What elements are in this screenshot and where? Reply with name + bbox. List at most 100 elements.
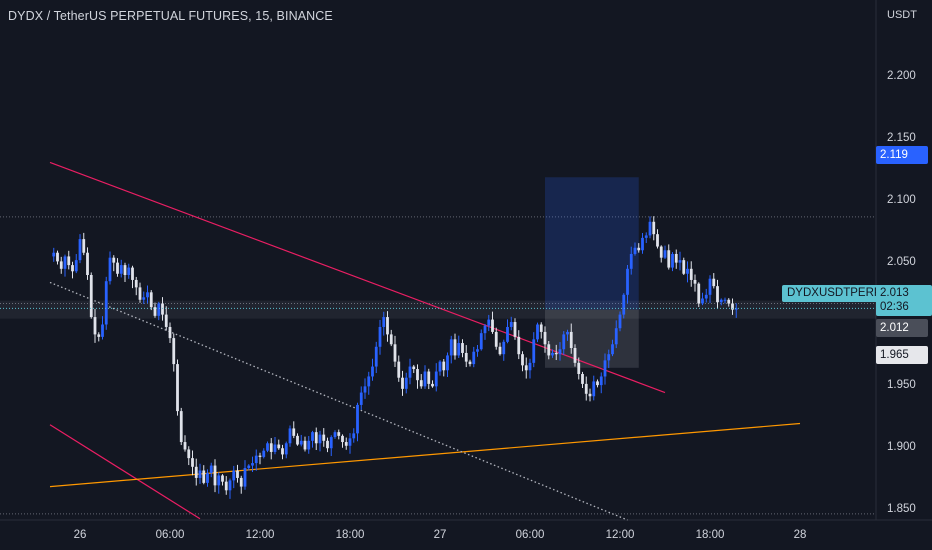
candle — [89, 275, 93, 318]
candle — [622, 294, 626, 315]
candle — [603, 360, 607, 377]
current-price-value: 2.013 — [880, 287, 909, 299]
candle — [262, 450, 266, 457]
trendline-red-1 — [49, 424, 201, 520]
stop-zone — [545, 309, 639, 368]
candle — [483, 325, 487, 334]
candle — [701, 298, 704, 304]
candle — [446, 355, 449, 371]
candle — [513, 322, 517, 337]
candle — [599, 376, 603, 386]
candle — [592, 381, 596, 397]
stop-price-badge: 1.965 — [876, 346, 928, 364]
candle — [449, 339, 453, 356]
candle — [611, 344, 614, 355]
current-price-tag: 2.013 02:36 — [876, 285, 932, 316]
y-tick-label: 1.900 — [887, 441, 916, 454]
candle — [659, 246, 663, 258]
candle — [731, 303, 734, 310]
candle — [468, 361, 472, 365]
candle — [686, 268, 689, 274]
y-tick-label: 2.050 — [887, 255, 916, 268]
candle — [524, 365, 528, 371]
candle — [734, 308, 738, 310]
candle — [438, 361, 442, 372]
entry-price-badge: 2.012 — [876, 319, 928, 337]
candle — [404, 377, 408, 389]
candle — [431, 383, 434, 387]
candle — [378, 326, 382, 347]
y-tick-label: 2.150 — [887, 131, 916, 144]
candle — [566, 331, 569, 335]
candle — [648, 221, 652, 236]
candle — [667, 250, 671, 268]
candle — [577, 362, 581, 374]
candle — [532, 339, 536, 363]
y-tick-label: 1.950 — [887, 379, 916, 392]
candle — [363, 386, 367, 393]
candle — [311, 432, 314, 441]
x-tick-label: 06:00 — [515, 529, 545, 541]
candle — [573, 348, 577, 363]
y-tick-label: 1.850 — [887, 503, 916, 516]
candle — [82, 239, 86, 253]
candle — [629, 253, 633, 269]
candle — [472, 351, 476, 365]
trendline-orange-2 — [49, 422, 801, 488]
candle — [134, 279, 138, 288]
price-scale — [876, 0, 932, 550]
candle — [277, 444, 281, 449]
candle — [562, 334, 566, 350]
candle — [498, 346, 502, 355]
candle — [674, 253, 678, 263]
candle — [232, 470, 236, 481]
candle — [187, 449, 191, 459]
candle — [97, 334, 101, 337]
candle — [326, 440, 329, 449]
candle — [59, 261, 63, 269]
candle — [168, 326, 172, 339]
candle — [337, 432, 341, 436]
candle — [652, 221, 656, 235]
candle — [198, 470, 202, 478]
candle — [179, 411, 183, 443]
candle — [202, 470, 206, 483]
candle — [266, 443, 269, 451]
candle — [224, 481, 228, 491]
candle — [123, 265, 127, 275]
candle — [314, 432, 318, 444]
candle — [502, 341, 506, 355]
candle — [427, 371, 431, 384]
candle — [172, 338, 176, 365]
candle — [554, 352, 558, 355]
candle — [104, 281, 108, 325]
candle — [56, 252, 59, 262]
candle — [318, 434, 322, 444]
candle — [217, 475, 221, 486]
candle — [644, 235, 648, 238]
candle — [119, 265, 123, 274]
candle — [626, 268, 629, 295]
candle — [723, 299, 727, 301]
candle — [67, 256, 71, 266]
candle — [536, 324, 539, 340]
candle — [142, 297, 146, 300]
candle — [86, 252, 89, 275]
x-tick-label: 12:00 — [245, 529, 275, 541]
candle — [71, 265, 74, 272]
candle — [296, 435, 299, 445]
candle — [588, 393, 592, 397]
x-tick-label: 06:00 — [155, 529, 185, 541]
candle — [656, 234, 659, 247]
candle — [251, 463, 254, 466]
candle — [487, 319, 491, 326]
candle — [206, 472, 209, 483]
candle — [386, 317, 389, 335]
candle — [239, 477, 243, 487]
candle — [678, 260, 682, 263]
candle — [584, 383, 588, 394]
candle — [461, 343, 464, 353]
candle — [547, 344, 551, 356]
candle — [176, 364, 179, 412]
